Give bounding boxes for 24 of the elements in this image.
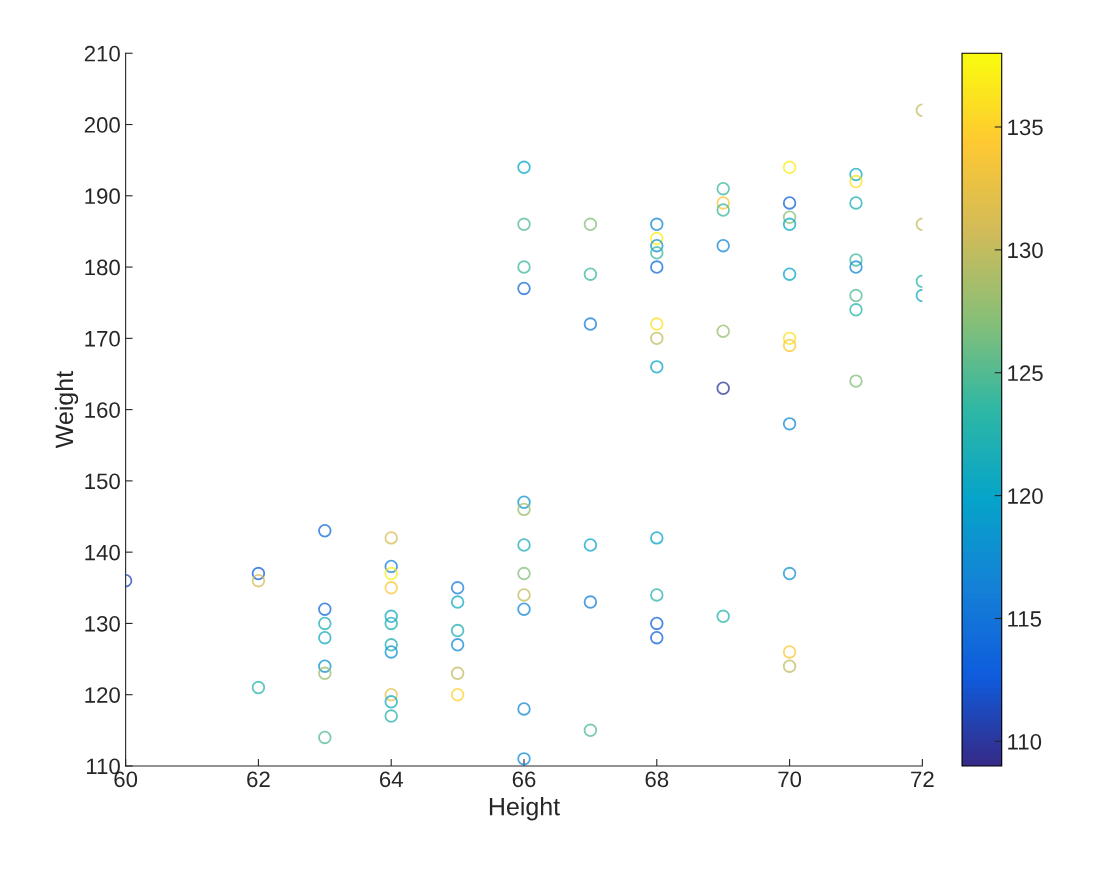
color-bar-label: 130: [1008, 242, 1043, 259]
y-tick-label: 210: [84, 45, 120, 62]
y-tick-label: 140: [85, 544, 120, 561]
y-tick-label: 190: [85, 188, 120, 205]
y-tick-label: 120: [85, 687, 120, 703]
y-tick-label: 200: [84, 117, 120, 133]
y-tick-label: 150: [85, 473, 120, 490]
x-tick-label: 62: [247, 771, 270, 788]
x-tick-label: 66: [512, 771, 536, 788]
x-tick-label: 68: [645, 771, 669, 788]
y-tick-label: 130: [85, 615, 120, 632]
y-tick-label: 170: [85, 330, 120, 347]
color-bar-label: 115: [1008, 611, 1042, 627]
x-tick-label: 64: [379, 771, 403, 788]
color-bar-label: 135: [1008, 119, 1043, 136]
x-tick-label: 70: [778, 771, 802, 788]
x-axis-title: Height: [489, 797, 560, 821]
y-tick-label: 180: [85, 259, 120, 276]
x-tick-label: 72: [911, 771, 934, 787]
color-bar-label: 110: [1008, 733, 1042, 750]
y-axis-title: Weight: [54, 371, 79, 449]
y-tick-label: 160: [85, 402, 120, 418]
color-bar-label: 120: [1008, 488, 1043, 504]
color-bar-label: 125: [1008, 365, 1043, 382]
